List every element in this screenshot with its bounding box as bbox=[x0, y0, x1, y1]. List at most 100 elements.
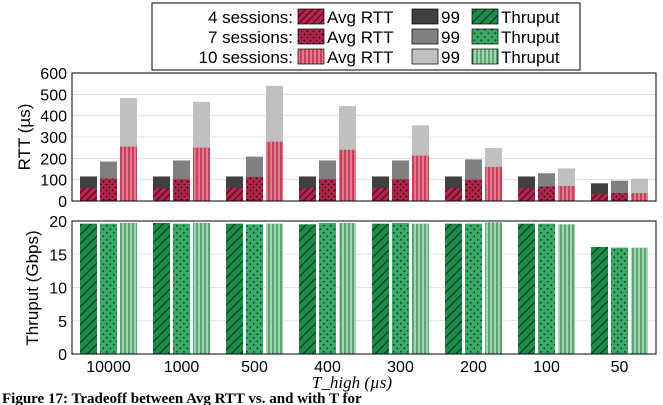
x-tick-label: 500 bbox=[241, 359, 268, 376]
thru-y-tick-label: 0 bbox=[58, 347, 67, 364]
thruput-bar bbox=[591, 246, 608, 354]
rtt-avg-bar bbox=[518, 188, 535, 201]
legend-row-label: 4 sessions: bbox=[208, 8, 293, 27]
rtt-y-tick-label: 200 bbox=[40, 151, 67, 168]
rtt-y-tick-label: 600 bbox=[40, 66, 67, 83]
rtt-avg-bar bbox=[412, 155, 429, 201]
legend-swatch-99 bbox=[411, 48, 439, 65]
rtt-panel: 0 100 200 300 400 500 600 RTT (µs) bbox=[15, 66, 657, 211]
rtt-avg-bar bbox=[299, 188, 316, 201]
thru-y-axis-label: Thruput (Gbps) bbox=[23, 230, 42, 345]
legend-swatch-99 bbox=[411, 8, 439, 25]
thruput-bar bbox=[558, 224, 575, 354]
x-tick-labels: 10000 1000 500 400 300 200 100 50 bbox=[86, 359, 628, 376]
legend-row-label: 7 sessions: bbox=[208, 28, 293, 47]
legend-swatch-avg-rtt bbox=[297, 28, 325, 45]
thru-bars bbox=[80, 222, 648, 354]
thruput-bar bbox=[485, 222, 502, 354]
x-tick-label: 400 bbox=[314, 359, 341, 376]
figure-caption: Figure 17: Tradeoff between Avg RTT vs. … bbox=[2, 391, 362, 405]
rtt-plot-frame bbox=[71, 72, 657, 202]
legend-entry-99: 99 bbox=[441, 28, 460, 47]
rtt-y-tick-label: 400 bbox=[40, 109, 67, 126]
legend-swatch-thruput bbox=[471, 48, 499, 65]
x-tick-label: 50 bbox=[611, 359, 629, 376]
thruput-bar bbox=[392, 222, 409, 354]
legend-entry-thruput: Thruput bbox=[501, 28, 560, 47]
x-tick-label: 200 bbox=[460, 359, 487, 376]
thruput-bar bbox=[120, 222, 137, 354]
legend-entry-avg-rtt: Avg RTT bbox=[327, 28, 393, 47]
thruput-bar bbox=[246, 224, 263, 354]
thruput-bar bbox=[266, 223, 283, 354]
rtt-y-tick-label: 100 bbox=[40, 173, 67, 190]
thru-y-ticks: 0 5 10 15 20 bbox=[49, 214, 67, 364]
thru-panel: 0 5 10 15 20 10000 1000 500 400 300 200 100 50 Thru… bbox=[23, 214, 657, 392]
rtt-y-tick-label: 0 bbox=[58, 194, 67, 211]
thruput-bar bbox=[465, 223, 482, 354]
legend-box bbox=[151, 2, 581, 71]
legend-swatch-thruput bbox=[471, 28, 499, 45]
rtt-avg-bar bbox=[246, 176, 263, 201]
thruput-bar bbox=[445, 223, 462, 354]
legend-swatch-avg-rtt bbox=[297, 48, 325, 65]
thruput-bar bbox=[372, 223, 389, 354]
thruput-bar bbox=[611, 247, 628, 354]
legend-entry-99: 99 bbox=[441, 8, 460, 27]
thruput-bar bbox=[226, 223, 243, 354]
thru-y-tick-label: 10 bbox=[49, 281, 67, 298]
rtt-y-ticks: 0 100 200 300 400 500 600 bbox=[40, 66, 67, 211]
legend-entry-avg-rtt: Avg RTT bbox=[327, 8, 393, 27]
legend-entry-99: 99 bbox=[441, 48, 460, 67]
rtt-avg-bar bbox=[339, 149, 356, 201]
rtt-gridlines bbox=[72, 93, 656, 181]
rtt-avg-bar bbox=[485, 166, 502, 201]
legend-swatch-avg-rtt bbox=[297, 8, 325, 25]
rtt-y-tick-label: 300 bbox=[40, 130, 67, 147]
rtt-avg-bar bbox=[611, 193, 628, 201]
thru-y-tick-label: 20 bbox=[49, 214, 67, 231]
thru-plot-frame bbox=[71, 220, 657, 355]
rtt-avg-bar bbox=[445, 188, 462, 201]
rtt-avg-bar bbox=[558, 186, 575, 201]
thruput-bar bbox=[299, 224, 316, 354]
legend: 4 sessions: Avg RTT 99 Thruput 7 session… bbox=[151, 2, 581, 71]
thru-y-tick-label: 5 bbox=[58, 314, 67, 331]
rtt-avg-bar bbox=[173, 179, 190, 201]
legend-entry-avg-rtt: Avg RTT bbox=[327, 48, 393, 67]
thruput-bar bbox=[631, 247, 648, 354]
legend-row-label: 10 sessions: bbox=[199, 48, 294, 67]
rtt-avg-bar bbox=[319, 179, 336, 201]
rtt-avg-bar bbox=[591, 193, 608, 201]
thruput-bar bbox=[153, 222, 170, 354]
thruput-bar bbox=[518, 223, 535, 354]
rtt-avg-bar bbox=[153, 188, 170, 201]
thruput-bar bbox=[319, 222, 336, 354]
legend-entry-thruput: Thruput bbox=[501, 8, 560, 27]
x-tick-label: 300 bbox=[387, 359, 414, 376]
rtt-bars bbox=[80, 85, 648, 201]
rtt-avg-bar bbox=[465, 179, 482, 201]
rtt-avg-bar bbox=[538, 186, 555, 201]
x-axis-label: T_high (µs) bbox=[312, 373, 392, 392]
thruput-bar bbox=[339, 222, 356, 354]
rtt-avg-bar bbox=[266, 141, 283, 201]
rtt-avg-bar bbox=[392, 179, 409, 201]
x-tick-label: 100 bbox=[533, 359, 560, 376]
rtt-avg-bar bbox=[226, 188, 243, 201]
thruput-bar bbox=[538, 223, 555, 354]
thru-y-tick-label: 15 bbox=[49, 247, 67, 264]
legend-swatch-thruput bbox=[471, 8, 499, 25]
legend-entry-thruput: Thruput bbox=[501, 48, 560, 67]
thruput-bar bbox=[100, 223, 117, 354]
thruput-bar bbox=[80, 223, 97, 354]
legend-swatch-99 bbox=[411, 28, 439, 45]
thruput-bar bbox=[173, 223, 190, 354]
rtt-avg-bar bbox=[120, 146, 137, 201]
rtt-avg-bar bbox=[193, 147, 210, 201]
thruput-bar bbox=[412, 223, 429, 354]
rtt-avg-bar bbox=[372, 188, 389, 201]
x-tick-label: 1000 bbox=[164, 359, 200, 376]
rtt-avg-bar bbox=[80, 188, 97, 201]
